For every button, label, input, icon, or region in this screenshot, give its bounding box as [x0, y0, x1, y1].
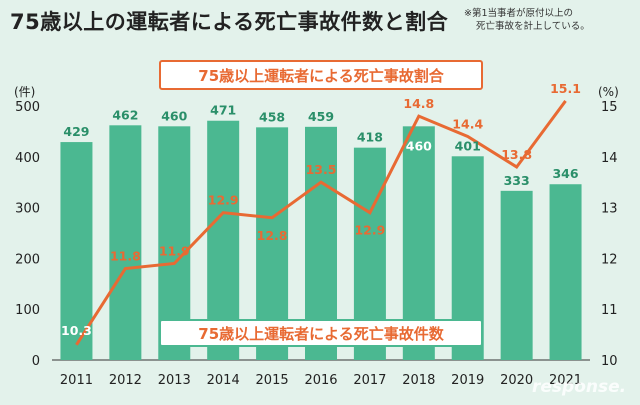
bar-2012 — [109, 125, 142, 360]
right-axis-tick-label: 12 — [601, 252, 618, 267]
x-axis-tick-label: 2013 — [158, 373, 191, 388]
bar-2020 — [500, 190, 533, 360]
bar-value-label: 471 — [210, 103, 236, 118]
x-axis-tick-label: 2015 — [256, 373, 289, 388]
bar-value-label: 460 — [161, 108, 187, 123]
line-value-label: 10.3 — [61, 323, 92, 338]
bar-value-label: 458 — [259, 109, 285, 124]
footnote-line-2: 死亡事故を計上している。 — [476, 21, 590, 32]
line-value-label: 11.8 — [110, 249, 141, 264]
right-axis-unit: (%) — [598, 85, 619, 99]
bar-value-label: 346 — [552, 166, 578, 181]
left-axis-tick-label: 0 — [32, 354, 40, 369]
x-axis-tick-label: 2016 — [304, 373, 337, 388]
bar-value-label: 401 — [455, 138, 481, 153]
line-series-label: 75歳以上運転者による死亡事故割合 — [198, 67, 444, 85]
bar-value-label: 333 — [504, 173, 530, 188]
chart-title: 75歳以上の運転者による死亡事故件数と割合 — [10, 10, 449, 34]
bar-series — [60, 120, 582, 361]
line-series — [75, 100, 567, 346]
left-axis-tick-label: 200 — [15, 252, 40, 267]
bar-series-label: 75歳以上運転者による死亡事故件数 — [198, 325, 444, 343]
left-axis-tick-label: 400 — [15, 151, 40, 166]
bar-value-label: 460 — [406, 138, 432, 153]
bar-value-label: 418 — [357, 130, 383, 145]
x-axis-tick-label: 2020 — [500, 373, 533, 388]
x-axis-tick-label: 2017 — [353, 373, 386, 388]
line-value-label: 14.8 — [403, 96, 434, 111]
data-labels: 429 462 460 471 458 459 418 460 401 333 346 10.3 11.… — [61, 81, 581, 338]
x-axis-tick-label: 2019 — [451, 373, 484, 388]
right-axis-tick-label: 15 — [601, 100, 618, 115]
line-value-label: 12.9 — [354, 223, 385, 238]
line-path — [75, 100, 567, 346]
footnote-line-1: ※第1当事者が原付以上の — [464, 8, 574, 19]
axes: 0 100 200 300 400 500(件) 10 11 12 13 14 15(%) 2011 20… — [14, 85, 619, 388]
footnote: ※第1当事者が原付以上の 死亡事故を計上している。 — [464, 7, 634, 33]
left-axis-tick-label: 500 — [15, 100, 40, 115]
bar-2021 — [549, 184, 582, 360]
bar-value-label: 429 — [63, 124, 89, 139]
line-value-label: 15.1 — [550, 81, 581, 96]
x-axis-tick-label: 2012 — [109, 373, 142, 388]
right-axis-tick-label: 10 — [601, 354, 618, 369]
line-value-label: 12.9 — [208, 193, 239, 208]
left-axis-tick-label: 300 — [15, 202, 40, 217]
x-axis-tick-label: 2014 — [207, 373, 240, 388]
line-value-label: 13.8 — [501, 147, 532, 162]
line-series-label-box — [159, 60, 483, 90]
right-axis-tick-label: 14 — [601, 151, 618, 166]
line-value-label: 13.5 — [306, 162, 337, 177]
left-axis-unit: (件) — [14, 85, 35, 99]
x-axis-tick-label: 2018 — [402, 373, 435, 388]
x-axis-tick-label: 2021 — [549, 373, 582, 388]
right-axis-tick-label: 13 — [601, 202, 618, 217]
x-axis-tick-label: 2011 — [60, 373, 93, 388]
line-value-label: 14.4 — [452, 116, 483, 131]
bar-series-label-box — [159, 319, 483, 347]
bar-2011 — [60, 142, 93, 360]
watermark: response. — [532, 377, 626, 397]
line-value-label: 11.9 — [159, 243, 190, 258]
bar-value-label: 459 — [308, 109, 334, 124]
right-axis-tick-label: 11 — [601, 303, 618, 318]
left-axis-tick-label: 100 — [15, 303, 40, 318]
line-value-label: 12.8 — [257, 228, 288, 243]
bar-value-label: 462 — [112, 107, 138, 122]
